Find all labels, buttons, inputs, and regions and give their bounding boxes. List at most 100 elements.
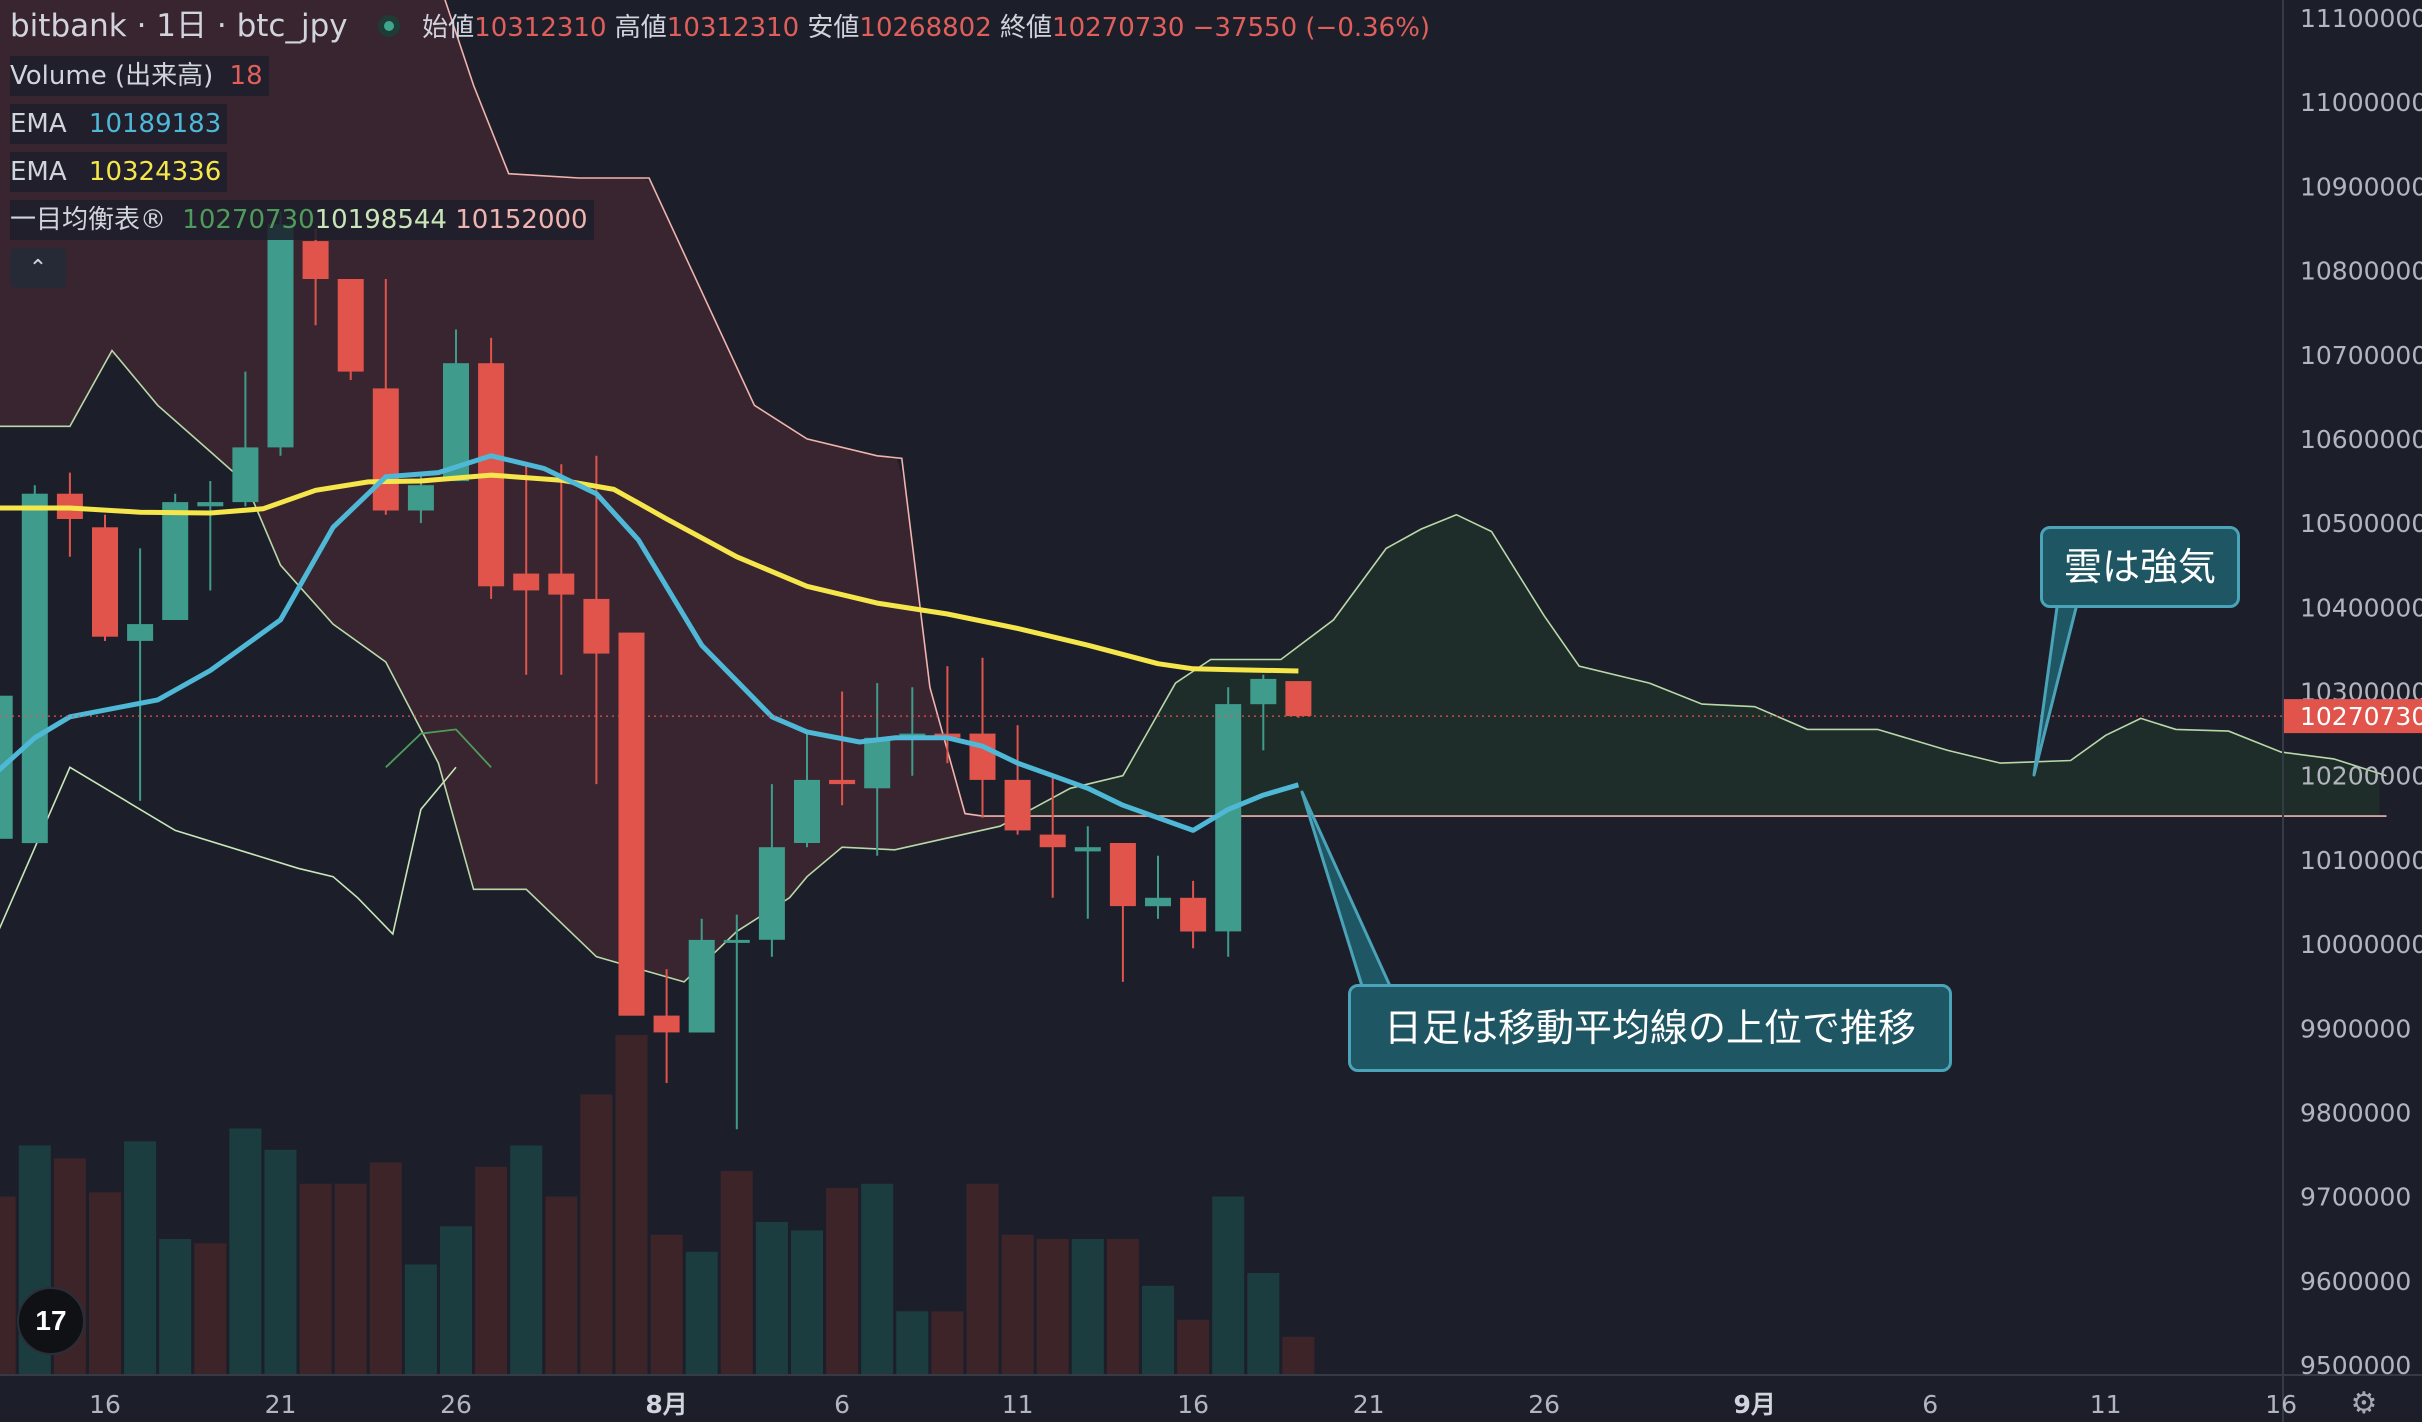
volume-bar <box>1212 1196 1245 1375</box>
callout-candles: 日足は移動平均線の上位で推移 <box>1348 984 1952 1072</box>
candle-body <box>513 573 540 591</box>
price-badge <box>2284 699 2422 734</box>
volume-bar <box>931 1311 964 1376</box>
volume-bar <box>334 1183 367 1376</box>
candle-body <box>92 527 118 637</box>
volume-bar <box>650 1234 683 1376</box>
candle-body <box>443 363 469 482</box>
volume-bar <box>440 1226 472 1376</box>
ema-label: EMA <box>10 157 67 187</box>
ema-lines <box>0 453 1300 833</box>
candle-body <box>232 447 259 503</box>
chevron-up-icon: ⌃ <box>28 256 48 281</box>
volume-bar <box>475 1166 508 1376</box>
volume-bar <box>1282 1336 1315 1376</box>
candle-body <box>688 939 715 1033</box>
candle-body <box>1109 843 1136 907</box>
x-tick-label: 6 <box>1922 1390 1938 1419</box>
high-label: 高値 <box>614 13 667 43</box>
legend-ema-fast-row[interactable]: EMA 10189183 <box>10 104 228 144</box>
x-tick-label: 16 <box>89 1390 121 1419</box>
y-tick-label: 9600000 <box>2300 1267 2411 1296</box>
ema-fast-line <box>0 453 1300 833</box>
tradingview-logo-icon[interactable]: 17 <box>17 1287 85 1355</box>
low-label: 安値 <box>807 13 860 43</box>
candle-body <box>0 695 13 839</box>
candle-body <box>1145 897 1171 907</box>
candle-body <box>758 847 785 940</box>
volume-bar <box>89 1192 121 1376</box>
x-tick-label: 6 <box>834 1390 850 1419</box>
candle-body <box>1285 681 1312 717</box>
volume-bar <box>755 1222 788 1375</box>
volume-bar <box>510 1145 543 1375</box>
legend-ema-slow-row[interactable]: EMA 10324336 <box>10 152 228 192</box>
change-value: −37550 (−0.36%) <box>1192 13 1431 43</box>
open-label: 始値 <box>422 13 475 43</box>
candle-body <box>1004 779 1031 831</box>
chikou-span-line <box>385 728 492 768</box>
volume-label: Volume (出来高) <box>10 61 214 91</box>
exchange-name: bitbank <box>10 8 127 44</box>
candle-body <box>548 573 575 595</box>
candle-body <box>1250 678 1277 705</box>
legend-volume-row[interactable]: Volume (出来高) 18 <box>10 56 269 96</box>
collapse-legend-button[interactable]: ⌃ <box>10 248 66 288</box>
volume-bar <box>159 1239 192 1375</box>
volume-bar <box>580 1094 613 1375</box>
volume-bar <box>1142 1285 1174 1376</box>
volume-bars <box>0 1035 1315 1376</box>
low-value: 10268802 <box>859 13 992 43</box>
open-value: 10312310 <box>474 13 607 43</box>
callout-cloud-tail <box>2032 598 2080 777</box>
y-tick-label: 10800000 <box>2300 257 2422 286</box>
gear-icon[interactable]: ⚙ <box>2350 1386 2378 1421</box>
x-tick-label: 11 <box>1002 1390 1034 1419</box>
ema-label: EMA <box>10 109 67 139</box>
x-tick-label: 21 <box>265 1390 297 1419</box>
close-label: 終値 <box>1000 13 1053 43</box>
ichimoku-value-1: 10270730 <box>182 205 315 235</box>
candle-body <box>372 388 399 511</box>
candle-body <box>794 779 820 843</box>
callout-cloud: 雲は強気 <box>2040 526 2240 608</box>
close-value: 10270730 <box>1052 13 1185 43</box>
legend-ichimoku-row[interactable]: 一目均衡表® 1027073010198544 10152000 <box>10 200 594 240</box>
y-tick-label: 10100000 <box>2300 846 2422 875</box>
volume-bar <box>1071 1239 1104 1375</box>
y-tick-label: 10000000 <box>2300 930 2422 959</box>
ema-fast-value: 10189183 <box>88 109 222 139</box>
candle-body <box>1180 897 1207 932</box>
y-tick-label: 9700000 <box>2300 1183 2411 1212</box>
volume-bar <box>229 1128 262 1375</box>
x-tick-label: 16 <box>1177 1390 1209 1419</box>
logo-text: 17 <box>35 1305 67 1336</box>
volume-bar <box>264 1149 297 1376</box>
volume-bar <box>720 1171 753 1375</box>
volume-bar <box>791 1230 823 1375</box>
candle-body <box>864 737 891 789</box>
volume-bar <box>966 1183 999 1376</box>
volume-bar <box>194 1243 227 1376</box>
volume-bar <box>1001 1234 1034 1376</box>
callout-candles-tail <box>1300 790 1392 988</box>
volume-bar <box>896 1311 929 1376</box>
price-badge-label: 10270730 <box>2300 702 2422 731</box>
x-tick-label: 16 <box>2265 1390 2297 1419</box>
candle-body <box>723 939 750 943</box>
volume-value: 18 <box>229 61 263 91</box>
ema-slow-value: 10324336 <box>88 157 222 187</box>
legend-title-row[interactable]: bitbank · 1日 · btc_jpy 始値10312310 高値1031… <box>10 8 1431 44</box>
candles <box>0 211 1312 1130</box>
y-tick-label: 11100000 <box>2300 4 2422 33</box>
volume-bar <box>404 1264 437 1375</box>
volume-bar <box>685 1251 718 1376</box>
candle-body <box>1039 834 1066 848</box>
callout-cloud-text: 雲は強気 <box>2063 545 2216 589</box>
interval: 1日 <box>156 8 208 44</box>
kumo-segment-bear <box>0 0 1011 981</box>
candle-body <box>162 502 189 620</box>
y-tick-label: 10700000 <box>2300 341 2422 370</box>
candle-body <box>583 598 610 654</box>
